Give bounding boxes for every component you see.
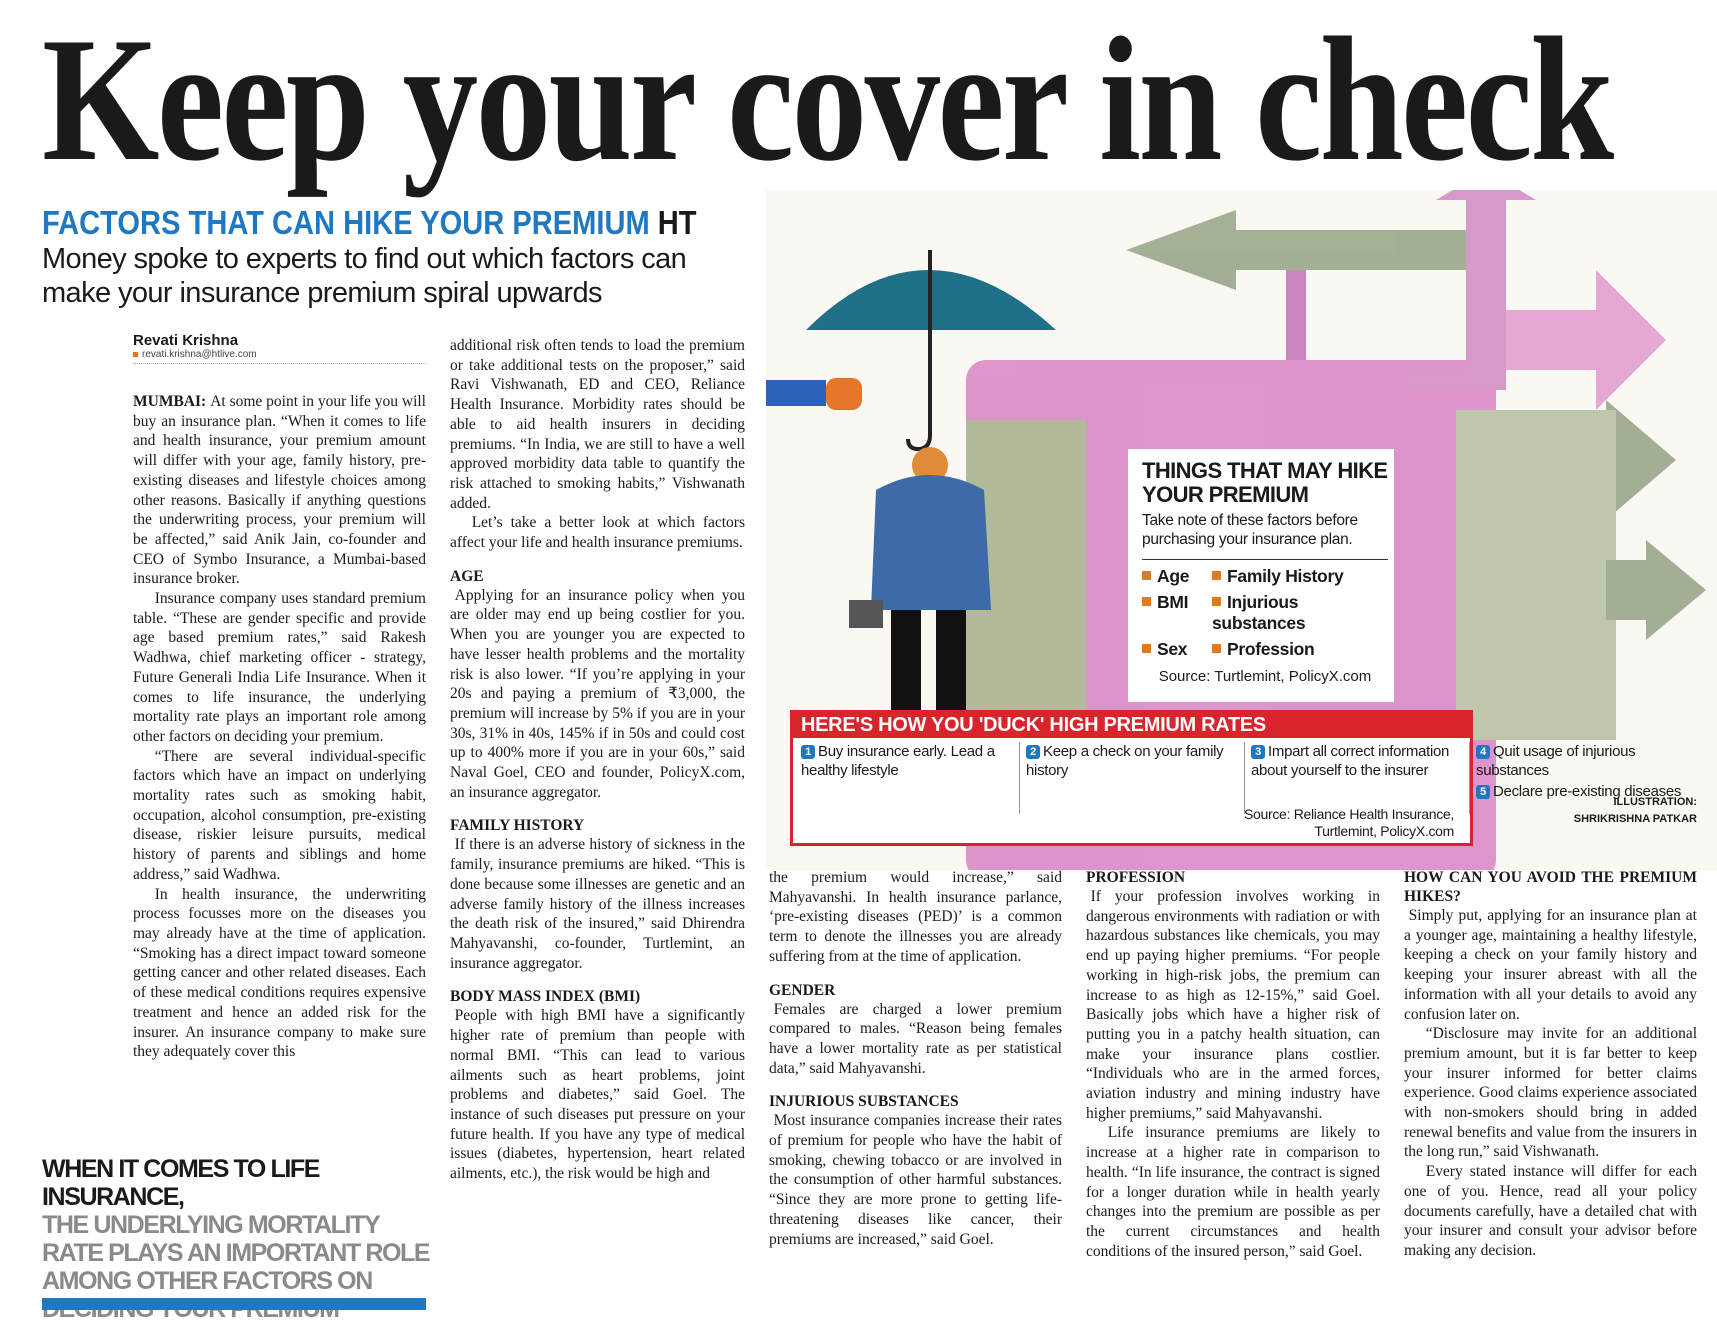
paragraph: additional risk often tends to load the …	[450, 336, 745, 513]
paragraph-text: Applying for an insurance policy when yo…	[450, 586, 745, 801]
author-email: revati.krishna@htlive.com	[133, 349, 426, 360]
article-column: HOW CAN YOU AVOID THE PREMIUM HIKES? Simp…	[1404, 868, 1697, 1303]
pull-quote-bar	[42, 1298, 426, 1310]
factors-list: Age Family History BMI Injurious substances…	[1142, 559, 1388, 660]
tip-number: 2	[1026, 745, 1040, 759]
paragraph: Insurance company uses standard premium …	[133, 589, 426, 747]
tip: 1 Buy insurance early. Lead a healthy lif…	[801, 742, 1012, 780]
paragraph: Females are charged a lower premium comp…	[769, 1000, 1062, 1079]
paragraph-text: If there is an adverse history of sickne…	[450, 836, 745, 972]
tip-number: 5	[1476, 785, 1490, 799]
kicker: FACTORS THAT CAN HIKE YOUR PREMIUM HT	[42, 204, 697, 242]
paragraph-text: Simply put, applying for an insurance pl…	[1404, 907, 1697, 1023]
section-heading: BODY MASS INDEX (BMI)	[450, 988, 641, 1006]
tip-text: Impart all correct information about you…	[1251, 743, 1450, 779]
tip-number: 1	[801, 745, 815, 759]
paragraph-text: the premium would increase,” said Mahyav…	[769, 869, 1062, 965]
tips-list: 1 Buy insurance early. Lead a healthy lif…	[793, 738, 1681, 814]
paragraph: Life insurance premiums are likely to in…	[1086, 1123, 1380, 1261]
section-heading: INJURIOUS SUBSTANCES	[769, 1093, 959, 1111]
paragraph-text: Females are charged a lower premium comp…	[769, 1000, 1062, 1077]
pull-quote: WHEN IT COMES TO LIFE INSURANCE, THE UNDE…	[42, 1155, 432, 1323]
tip: 2 Keep a check on your family history	[1026, 742, 1237, 780]
illustration-credit: ILLUSTRATION: SHRIKRISHNA PATKAR	[1560, 794, 1697, 828]
tip: 3 Impart all correct information about yo…	[1251, 742, 1462, 780]
section-heading: PROFESSION	[1086, 869, 1186, 886]
factors-subtitle: Take note of these factors before purcha…	[1142, 512, 1358, 548]
tip-text: Buy insurance early. Lead a healthy life…	[801, 743, 995, 779]
paragraph-text: People with high BMI have a significantl…	[450, 1007, 745, 1183]
factor: Sex	[1142, 639, 1212, 660]
article-column: MUMBAI: At some point in your life you wi…	[133, 392, 426, 1144]
paragraph-text: Most insurance companies increase their …	[769, 1112, 1062, 1248]
factors-title: THINGS THAT MAY HIKE YOUR PREMIUM	[1142, 458, 1388, 507]
byline: Revati Krishna revati.krishna@htlive.com	[133, 332, 426, 364]
tip: 4 Quit usage of injurious substances	[1476, 742, 1687, 780]
standfirst: Money spoke to experts to find out which…	[42, 243, 687, 309]
paragraph: Simply put, applying for an insurance pl…	[1404, 906, 1697, 1024]
paragraph: MUMBAI: At some point in your life you wi…	[133, 392, 426, 589]
paragraph-text: In health insurance, the underwriting pr…	[133, 885, 426, 1061]
tip-text: Keep a check on your family history	[1026, 743, 1224, 779]
paragraph: If there is an adverse history of sickne…	[450, 835, 745, 973]
factors-box: THINGS THAT MAY HIKE YOUR PREMIUM Take n…	[1128, 449, 1394, 702]
paragraph: People with high BMI have a significantl…	[450, 1006, 745, 1183]
pull-quote-lead: WHEN IT COMES TO LIFE INSURANCE,	[42, 1155, 320, 1211]
factor: Family History	[1212, 566, 1388, 587]
section-heading: GENDER	[769, 981, 836, 999]
tips-source: Source: Reliance Health Insurance, Turtl…	[1243, 806, 1454, 839]
dateline: MUMBAI:	[133, 393, 207, 410]
tip-text: Quit usage of injurious substances	[1476, 743, 1636, 779]
paragraph: Most insurance companies increase their …	[769, 1111, 1062, 1249]
factor: Age	[1142, 566, 1212, 587]
paragraph-text: Insurance company uses standard premium …	[133, 590, 426, 745]
section-heading: AGE	[450, 567, 484, 585]
pull-quote-text: THE UNDERLYING MORTALITY RATE PLAYS AN I…	[42, 1211, 431, 1323]
author: Revati Krishna	[133, 332, 239, 349]
paragraph: In health insurance, the underwriting pr…	[133, 885, 426, 1062]
paragraph: Let’s take a better look at which factor…	[450, 513, 745, 552]
paragraph: If your profession involves working in d…	[1086, 887, 1380, 1123]
paragraph-text: Let’s take a better look at which factor…	[450, 514, 745, 552]
brand: HT	[657, 204, 697, 241]
kicker-text: FACTORS THAT CAN HIKE YOUR PREMIUM	[42, 204, 650, 241]
credit-label: ILLUSTRATION:	[1613, 796, 1697, 808]
tip-number: 3	[1251, 745, 1265, 759]
tip: 5 Declare pre-existing diseases	[1476, 782, 1687, 801]
factors-source: Source: Turtlemint, PolicyX.com	[1158, 668, 1372, 685]
article-column: additional risk often tends to load the …	[450, 336, 745, 1301]
section-heading: FAMILY HISTORY	[450, 817, 585, 835]
paragraph-text: If your profession involves working in d…	[1086, 888, 1380, 1122]
tip-text: Declare pre-existing diseases	[1493, 783, 1682, 800]
paragraph: the premium would increase,” said Mahyav…	[769, 868, 1062, 967]
paragraph: Every stated instance will differ for ea…	[1404, 1162, 1697, 1261]
paragraph-text: Life insurance premiums are likely to in…	[1086, 1124, 1380, 1260]
factor: Profession	[1212, 639, 1388, 660]
tips-title: HERE'S HOW YOU 'DUCK' HIGH PREMIUM RATES	[793, 713, 1470, 738]
credit-artist: SHRIKRISHNA PATKAR	[1573, 813, 1697, 825]
paragraph-text: “There are several individual-specific f…	[133, 747, 426, 883]
paragraph: “Disclosure may invite for an additional…	[1404, 1024, 1697, 1162]
paragraph-text: At some point in your life you will buy …	[133, 393, 426, 588]
paragraph: Applying for an insurance policy when yo…	[450, 586, 745, 803]
headline: Keep your cover in check	[42, 0, 1614, 198]
section-heading: HOW CAN YOU AVOID THE PREMIUM HIKES?	[1404, 869, 1697, 905]
factor: BMI	[1142, 592, 1212, 634]
tips-box: HERE'S HOW YOU 'DUCK' HIGH PREMIUM RATES…	[790, 710, 1681, 846]
article-column: the premium would increase,” said Mahyav…	[769, 868, 1062, 1303]
paragraph-text: additional risk often tends to load the …	[450, 337, 745, 512]
tip-number: 4	[1476, 745, 1490, 759]
paragraph-text: Every stated instance will differ for ea…	[1404, 1163, 1697, 1259]
paragraph: “There are several individual-specific f…	[133, 747, 426, 885]
article-column: PROFESSION If your profession involves wo…	[1086, 868, 1380, 1303]
paragraph-text: “Disclosure may invite for an additional…	[1404, 1025, 1697, 1161]
factor: Injurious substances	[1212, 592, 1388, 634]
